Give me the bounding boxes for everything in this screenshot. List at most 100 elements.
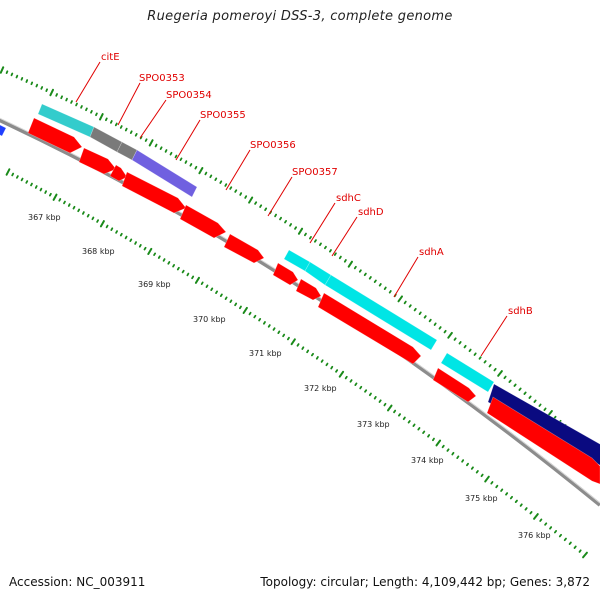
tick-label-376: 376 kbp [518,531,551,540]
feature-sdhC[interactable] [283,249,311,272]
feature-SPO0355[interactable] [131,149,198,198]
tick-mark [378,283,382,287]
tick-mark [34,185,38,189]
tick-mark [110,227,114,232]
tick-mark [242,306,248,314]
tick-mark [286,336,290,341]
tick-mark [505,492,509,496]
gene-label-SPO0357: SPO0357 [292,167,338,178]
tick-mark [488,363,492,368]
tick-mark [67,203,71,207]
cds-SPO0355[interactable] [121,171,187,214]
gene-label-SPO0355: SPO0355 [200,110,246,121]
tick-mark [518,387,522,391]
tick-mark [470,466,474,470]
tick-mark [313,239,317,243]
tick-mark [96,219,99,223]
tick-mark [176,266,180,271]
tick-mark [148,139,154,147]
tick-mark [274,213,278,218]
tick-mark [301,346,305,350]
tick-mark [413,307,417,312]
feature-sdhA[interactable] [324,274,438,351]
cds-sdhA[interactable] [317,292,422,365]
accession-label: Accession: NC_003911 [9,575,146,589]
tick-mark [10,72,14,77]
tick-mark [143,246,147,251]
tick-mark [364,389,368,393]
tick-mark [478,356,482,360]
tick-mark [508,379,512,384]
tick-mark [320,359,324,363]
leader-SPO0355 [175,119,201,161]
tick-mark [523,391,527,395]
tick-mark [403,300,407,305]
tick-mark [363,272,367,277]
gene-label-sdhC: sdhC [336,193,361,204]
tick-mark [204,171,208,176]
feature-upstream[interactable] [0,124,7,137]
tick-mark [114,122,118,127]
tick-mark [412,423,416,428]
tick-mark [553,415,557,420]
tick-mark [11,172,15,177]
tick-mark [465,462,470,467]
cds-sdhC[interactable] [272,262,299,286]
cds-SPO0354[interactable] [109,164,128,182]
tick-mark [194,276,200,284]
tick-mark [5,70,9,74]
tick-mark [568,541,572,545]
tick-mark [147,247,153,255]
tick-mark [65,97,68,102]
tick-mark [330,365,334,370]
tick-mark [259,204,263,208]
tick-mark [433,322,437,326]
cds-sdhB[interactable] [432,367,477,403]
tick-mark [397,295,403,303]
gene-label-SPO0356: SPO0356 [250,140,296,151]
tick-mark [119,232,123,237]
tick-mark [5,168,11,176]
tick-mark [254,201,258,205]
tick-label-370: 370 kbp [193,315,226,324]
tick-mark [446,448,450,452]
cds-sdhD[interactable] [295,278,322,301]
tick-mark [528,395,532,399]
tick-mark [533,399,537,403]
tick-mark [417,427,421,431]
leader-SPO0356 [225,149,251,191]
tick-mark [164,149,168,153]
cds-SPO0357[interactable] [223,233,265,264]
tick-mark [451,451,455,456]
tick-mark [383,286,387,291]
cds-SPO0356[interactable] [179,204,227,239]
tick-mark [543,407,547,412]
tick-mark [224,183,228,187]
cds-downstream[interactable] [486,396,600,485]
feature-SPO0353[interactable] [89,126,123,153]
tick-mark [480,473,484,478]
leader-sdhB [480,315,508,357]
tick-mark [290,338,296,346]
tick-mark [238,305,242,310]
tick-mark [167,261,171,265]
tick-mark [353,265,357,270]
tick-mark [453,337,457,341]
tick-mark [194,165,198,170]
tick-label-369: 369 kbp [138,280,171,289]
tick-mark [438,326,442,330]
tick-mark [224,296,228,301]
tick-mark [229,299,233,304]
tick-mark [418,311,422,316]
leader-citE [75,61,101,103]
cds-SPO0353[interactable] [78,147,117,175]
feature-downstream[interactable] [487,383,600,468]
feature-sdhB[interactable] [440,352,495,393]
tick-mark [282,333,286,338]
cds-citE[interactable] [27,117,83,154]
tick-mark [129,238,133,243]
tick-label-372: 372 kbp [304,384,337,393]
tick-mark [503,375,507,380]
tick-mark [277,330,281,335]
feature-row [0,103,600,468]
